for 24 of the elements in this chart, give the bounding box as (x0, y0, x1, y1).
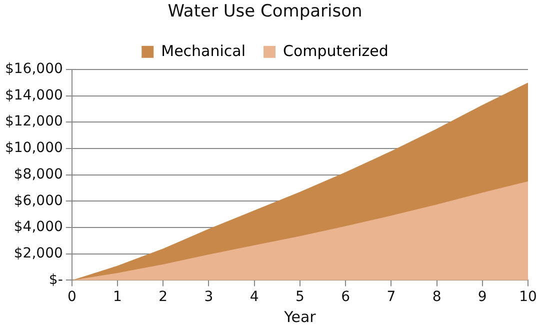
x-tick-label: 5 (295, 289, 304, 306)
y-tick-label: $- (48, 272, 63, 288)
legend-label: Mechanical (161, 42, 246, 60)
y-tick-label: $8,000 (14, 166, 63, 182)
chart-title: Water Use Comparison (168, 2, 362, 22)
y-tick-label: $14,000 (4, 87, 63, 104)
y-tick-label: $16,000 (4, 61, 63, 78)
x-tick-label: 2 (158, 289, 168, 306)
x-axis-title: Year (283, 308, 317, 326)
x-tick-label: 1 (113, 289, 122, 306)
y-tick-label: $4,000 (14, 219, 63, 236)
x-tick-label: 7 (386, 289, 396, 306)
x-tick-label: 0 (67, 289, 76, 306)
x-tick-label: 10 (519, 289, 537, 306)
y-tick-label: $2,000 (14, 245, 63, 262)
legend-label: Computerized (283, 42, 388, 60)
x-tick-label: 3 (204, 289, 214, 306)
x-tick-label: 8 (432, 289, 442, 306)
x-tick-label: 4 (250, 289, 259, 306)
y-tick-label: $6,000 (14, 192, 63, 209)
y-tick-label: $12,000 (4, 114, 63, 130)
y-tick-label: $10,000 (4, 140, 63, 156)
x-tick-label: 9 (478, 289, 487, 306)
x-tick-label: 6 (341, 289, 350, 306)
